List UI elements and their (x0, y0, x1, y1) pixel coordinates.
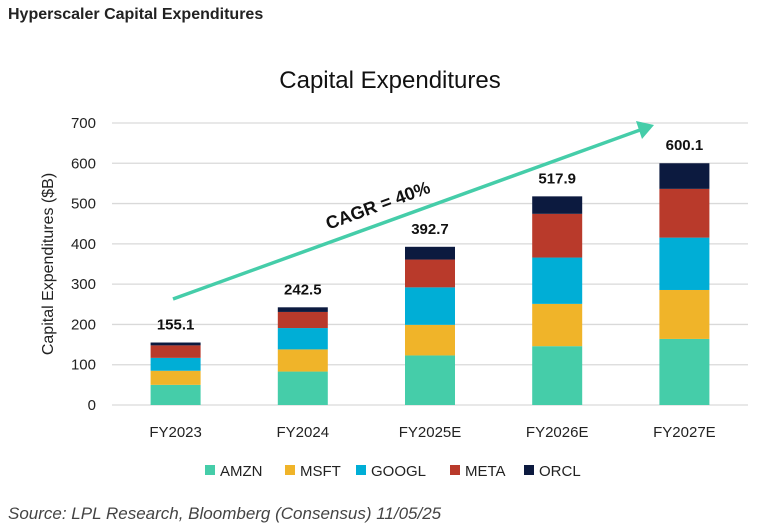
total-label: 517.9 (538, 170, 576, 187)
x-tick-label: FY2027E (653, 424, 716, 441)
x-tick-label: FY2025E (399, 424, 462, 441)
legend-label-googl: GOOGL (371, 463, 426, 480)
bar-segment-meta (405, 259, 455, 288)
legend-swatch-orcl (524, 465, 534, 475)
bar-segment-amzn (659, 338, 710, 405)
total-label: 242.5 (284, 281, 322, 298)
legend-swatch-meta (450, 465, 460, 475)
bar-segment-meta (659, 188, 710, 238)
bar-segment-orcl (150, 342, 201, 346)
source-note: Source: LPL Research, Bloomberg (Consens… (8, 504, 442, 523)
bar-segment-googl (150, 357, 201, 371)
legend-label-amzn: AMZN (220, 463, 263, 480)
legend-label-orcl: ORCL (539, 463, 581, 480)
bar-segment-amzn (277, 371, 328, 405)
bar-segment-amzn (150, 384, 201, 405)
bar-segment-msft (532, 303, 583, 347)
bar-segment-meta (532, 213, 583, 258)
y-tick-label: 400 (71, 236, 96, 253)
bar-segment-msft (277, 349, 328, 372)
total-label: 600.1 (666, 137, 704, 154)
y-tick-label: 300 (71, 276, 96, 293)
total-label: 155.1 (157, 317, 195, 334)
bar-segment-amzn (532, 346, 583, 405)
y-tick-label: 600 (71, 155, 96, 172)
bar-segment-orcl (405, 246, 455, 260)
y-tick-label: 500 (71, 196, 96, 213)
bar-segment-googl (277, 328, 328, 350)
legend-swatch-amzn (205, 465, 215, 475)
bar-segment-googl (405, 287, 455, 325)
bar-segment-googl (659, 237, 710, 290)
cagr-arrow-head-icon (636, 121, 654, 139)
y-tick-label: 200 (71, 316, 96, 333)
bar-segment-msft (150, 370, 201, 385)
bar-segment-meta (277, 311, 328, 329)
bar-segment-orcl (277, 307, 328, 312)
y-tick-label: 100 (71, 357, 96, 374)
x-tick-label: FY2024 (277, 424, 330, 441)
legend-label-meta: META (465, 463, 506, 480)
bar-segment-meta (150, 345, 201, 358)
total-label: 392.7 (411, 221, 449, 238)
y-tick-label: 0 (88, 397, 96, 414)
y-axis-label: Capital Expenditures ($B) (40, 173, 57, 355)
y-tick-label: 700 (71, 115, 96, 132)
bar-segment-msft (405, 324, 455, 356)
bar-segment-googl (532, 257, 583, 304)
bar-segment-msft (659, 289, 710, 339)
chart-title: Capital Expenditures (279, 67, 500, 94)
legend-swatch-msft (285, 465, 295, 475)
figure-header: Hyperscaler Capital Expenditures (8, 6, 264, 23)
x-tick-label: FY2023 (149, 424, 202, 441)
x-tick-label: FY2026E (526, 424, 589, 441)
cagr-arrow-line (172, 128, 641, 301)
legend-label-msft: MSFT (300, 463, 341, 480)
bar-segment-orcl (532, 196, 583, 214)
legend-swatch-googl (356, 465, 366, 475)
bar-segment-amzn (405, 355, 455, 405)
bar-segment-orcl (659, 163, 710, 189)
